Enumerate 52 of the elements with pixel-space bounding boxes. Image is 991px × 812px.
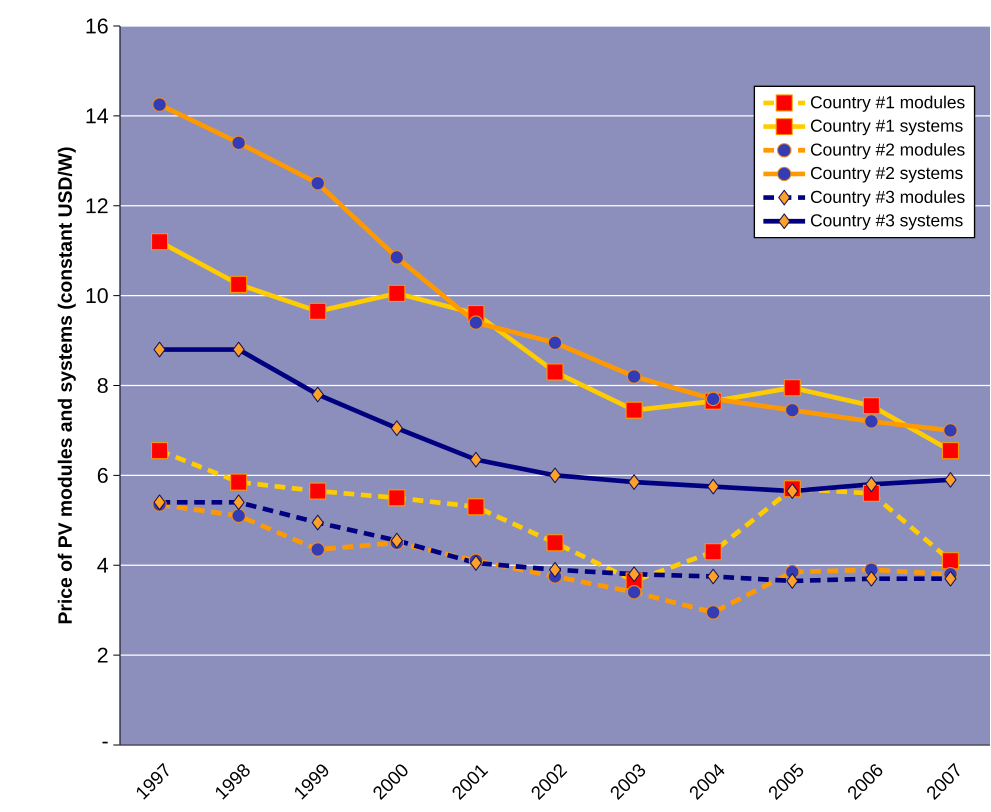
point	[231, 136, 246, 150]
y-tick-label: 16	[86, 18, 108, 34]
point	[943, 423, 958, 438]
legend-label: Country #1 modules	[810, 96, 965, 112]
legend-label: Country #3 systems	[810, 214, 963, 230]
point	[628, 474, 640, 490]
point	[470, 555, 482, 571]
point	[312, 514, 324, 530]
point	[548, 562, 562, 578]
point	[470, 452, 482, 468]
point	[310, 176, 325, 190]
point	[786, 483, 798, 499]
legend-label: Country #2 modules	[810, 142, 965, 160]
legend-label: Country #2 systems	[810, 166, 963, 183]
legend-label: Country #3 modules	[810, 190, 965, 206]
point	[232, 342, 245, 358]
point	[312, 386, 324, 402]
point	[310, 542, 325, 557]
point	[865, 570, 878, 587]
y-tick-label: 4	[97, 558, 108, 573]
y-axis-title: Price of PV modules and systems (constant USD/W)	[58, 147, 76, 624]
point	[626, 584, 642, 600]
y-tick-label: 12	[86, 198, 108, 214]
point	[548, 336, 562, 350]
point	[626, 369, 642, 384]
point	[864, 414, 879, 429]
point	[548, 467, 562, 484]
point	[707, 478, 720, 494]
y-tick-label: 10	[86, 288, 108, 304]
point	[944, 472, 956, 488]
point	[154, 342, 166, 358]
point	[628, 566, 640, 582]
y-tick-label: 2	[98, 648, 108, 663]
point	[390, 420, 403, 436]
y-tick-label: 14	[86, 108, 108, 124]
point	[865, 476, 878, 492]
point	[944, 570, 956, 587]
point	[785, 403, 800, 418]
point	[390, 532, 403, 548]
y-tick-label: 8	[98, 378, 108, 394]
point	[786, 573, 798, 589]
legend-label: Country #1 systems	[810, 120, 963, 136]
point	[468, 315, 484, 330]
point	[152, 97, 167, 112]
y-tick-label: 6	[98, 468, 108, 483]
point	[231, 508, 246, 524]
y-tick-label: -	[102, 742, 108, 744]
point	[232, 494, 245, 510]
point	[390, 250, 404, 265]
point	[706, 605, 720, 620]
point	[707, 568, 720, 584]
point	[154, 494, 166, 510]
